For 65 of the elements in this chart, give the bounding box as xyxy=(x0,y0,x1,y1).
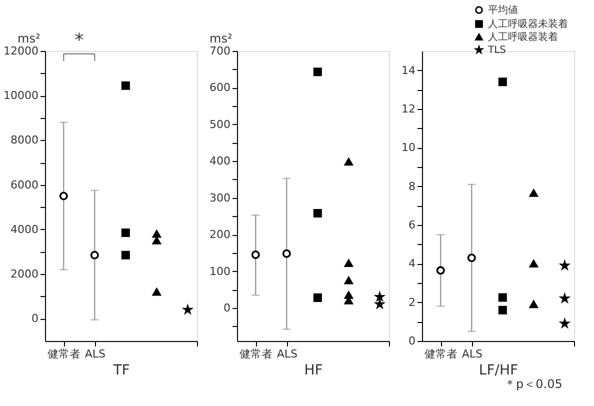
y-tick-label: 500 xyxy=(210,118,230,131)
x-tick-label: 健常者 xyxy=(48,348,81,360)
legend-label: 平均値 xyxy=(488,4,518,16)
y-tick-label: 300 xyxy=(210,191,230,204)
legend-label: 人工呼吸器装着 xyxy=(488,31,558,43)
y-tick-label: 12 xyxy=(402,102,416,116)
point xyxy=(529,189,538,197)
y-tick-label: 6000 xyxy=(10,178,38,192)
y-tick-label: 0 xyxy=(408,334,416,348)
point xyxy=(121,81,130,90)
point xyxy=(152,230,161,238)
point xyxy=(498,78,507,86)
text: * xyxy=(74,30,84,51)
point xyxy=(498,293,507,302)
point xyxy=(436,266,445,275)
x-tick-label: ALS xyxy=(462,348,482,360)
point xyxy=(121,228,130,238)
y-tick-label: 200 xyxy=(210,228,230,242)
point xyxy=(344,259,353,267)
point xyxy=(313,209,322,218)
x-axis-title: HF xyxy=(304,362,323,378)
y-tick-label: 2000 xyxy=(10,268,38,281)
x-tick-label: 健常者 xyxy=(240,348,273,360)
point xyxy=(529,300,538,308)
y-tick-label: 100 xyxy=(210,264,230,278)
y-tick-label: 8 xyxy=(408,180,416,193)
text: ＊p＜0.05 xyxy=(504,377,562,391)
y-tick-label: 4 xyxy=(408,257,416,270)
y-tick-label: 8000 xyxy=(10,134,38,147)
point xyxy=(467,254,476,262)
x-tick-label: ALS xyxy=(84,348,106,360)
point xyxy=(59,192,68,200)
legend-label: TLS xyxy=(487,45,506,56)
point xyxy=(313,68,322,76)
y-tick-label: 10000 xyxy=(4,89,38,102)
legend-label: 人工呼吸器未装着 xyxy=(488,18,568,30)
y-tick-label: 400 xyxy=(210,154,230,168)
y-tick-label: 10 xyxy=(402,141,416,154)
point xyxy=(121,250,130,260)
x-tick-label: 健常者 xyxy=(424,348,458,360)
point xyxy=(344,291,353,299)
y-axis-title: ms² xyxy=(210,32,232,46)
y-axis-title: ms² xyxy=(18,32,40,46)
x-axis-title: LF/HF xyxy=(478,362,518,378)
point xyxy=(282,249,291,258)
y-tick-label: 12000 xyxy=(4,44,38,58)
x-axis-title: TF xyxy=(112,362,130,378)
x-tick-label: ALS xyxy=(276,348,298,360)
point xyxy=(152,288,161,296)
y-tick-label: 700 xyxy=(210,44,230,58)
y-tick-label: 0 xyxy=(32,312,38,326)
y-tick-label: 14 xyxy=(402,64,416,77)
point xyxy=(251,250,260,259)
point xyxy=(313,293,322,302)
point xyxy=(344,276,353,284)
point xyxy=(152,236,161,244)
point xyxy=(529,260,538,268)
y-tick-label: 4000 xyxy=(10,222,38,236)
point xyxy=(344,158,353,166)
y-tick-label: 2 xyxy=(408,296,416,309)
point xyxy=(90,250,99,260)
y-tick-label: 0 xyxy=(224,301,230,314)
y-tick-label: 600 xyxy=(210,81,230,94)
y-tick-label: 6 xyxy=(408,218,416,232)
point xyxy=(498,306,507,314)
